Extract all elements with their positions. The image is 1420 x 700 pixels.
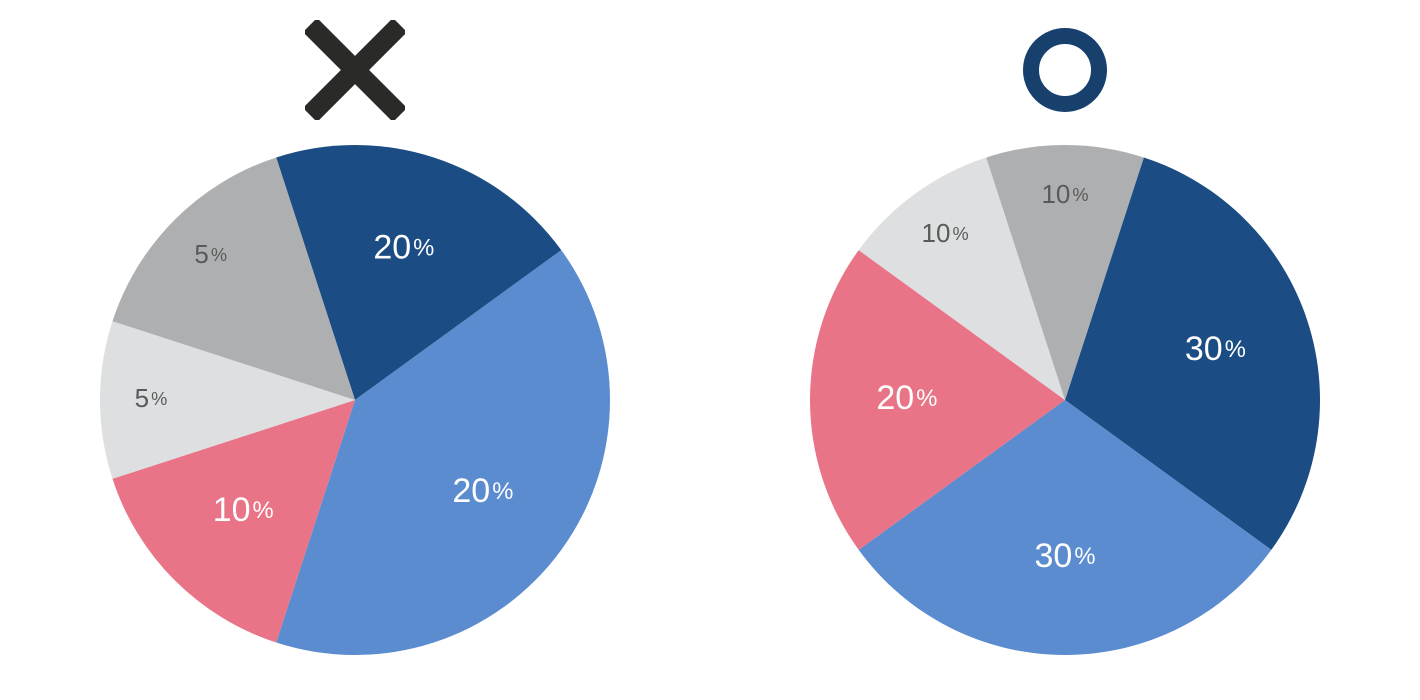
cross-icon	[305, 20, 405, 120]
pie-chart-good: 30%30%20%10%10%	[805, 140, 1325, 660]
pie-slice-label: 10%	[213, 491, 274, 529]
panel-good: 30%30%20%10%10%	[710, 0, 1420, 700]
pie-slice-label: 30%	[1185, 330, 1246, 368]
pie-slice-label: 20%	[876, 379, 937, 417]
pie-chart-bad: 20%20%10%5%5%	[95, 140, 615, 660]
circle-icon	[1015, 20, 1115, 120]
panel-bad: 20%20%10%5%5%	[0, 0, 710, 700]
pie-slice-label: 30%	[1035, 537, 1096, 575]
stage: 20%20%10%5%5% 30%30%20%10%10%	[0, 0, 1420, 700]
pie-slice-label: 20%	[373, 229, 434, 267]
pie-slice-label: 20%	[452, 472, 513, 510]
